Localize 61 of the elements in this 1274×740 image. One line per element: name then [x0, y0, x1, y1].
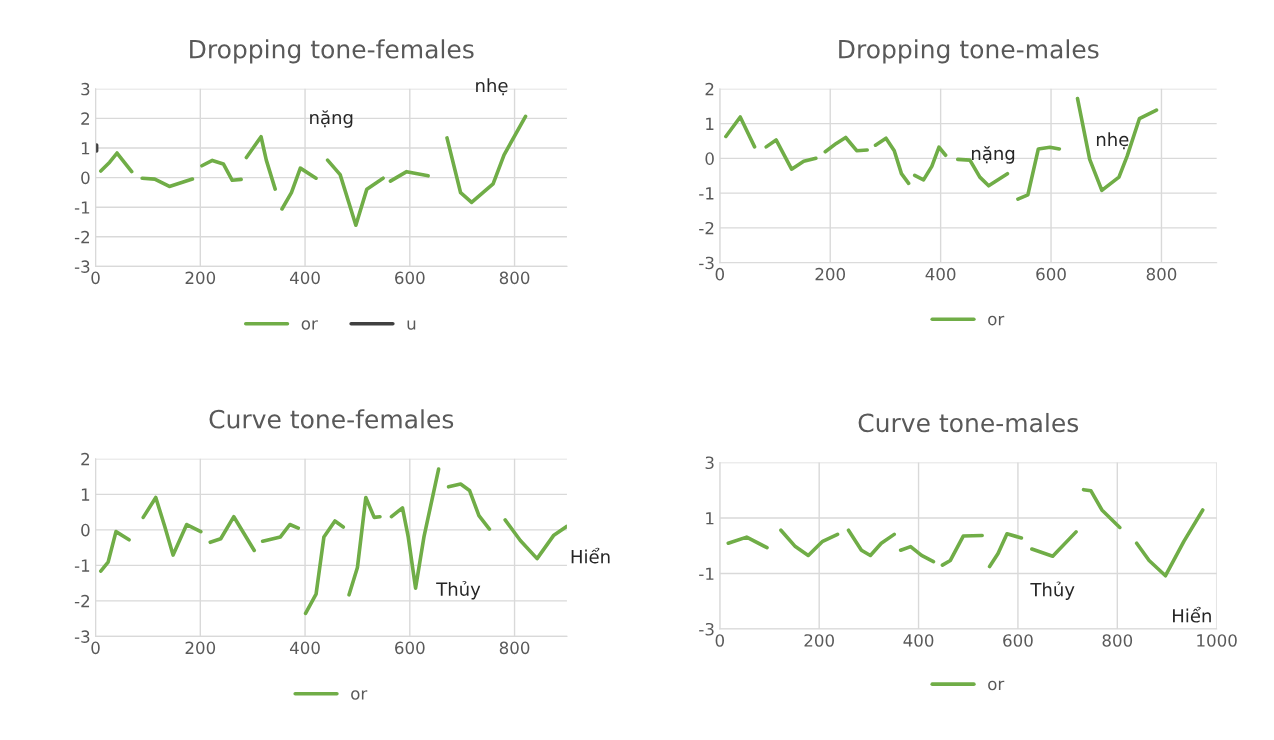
y-tick-label: 1 — [81, 142, 90, 155]
chart-title: Curve tone-females — [209, 409, 454, 429]
text: Hiển — [571, 547, 610, 564]
y-tick-label: -1 — [74, 201, 90, 214]
x-tick-label: 1000 — [1197, 634, 1237, 647]
x-tick-label: 0 — [715, 634, 725, 647]
x-tick-label: 800 — [499, 641, 530, 655]
x-tick-label: 600 — [395, 271, 425, 285]
y-tick-label: -2 — [74, 230, 90, 244]
annotation: nhẹ — [1096, 132, 1129, 150]
y-tick-label: -2 — [74, 594, 90, 608]
y-tick-label: 3 — [705, 456, 714, 470]
y-tick-label: -3 — [74, 630, 90, 643]
annotation: Thủy — [1030, 581, 1075, 600]
y-tick-label: 0 — [705, 152, 714, 165]
y-tick-label: -3 — [699, 622, 714, 636]
chart-title: Curve tone-males — [858, 412, 1079, 433]
annotation: nặng — [972, 146, 1015, 164]
x-tick-label: 800 — [1102, 634, 1133, 647]
x-tick-label: 400 — [289, 641, 320, 655]
legend-label: u — [407, 320, 416, 330]
x-tick-label: 0 — [715, 267, 725, 281]
x-tick-label: 600 — [1036, 267, 1066, 281]
y-tick-label: 2 — [81, 112, 90, 125]
legend-label: or — [301, 320, 318, 330]
x-tick-label: 400 — [925, 267, 956, 281]
y-tick-label: 3 — [81, 82, 90, 96]
legend-label: or — [351, 690, 368, 700]
x-tick-label: 800 — [499, 271, 530, 285]
x-tick-label: 200 — [815, 267, 846, 281]
legend-label: or — [988, 315, 1005, 326]
x-tick-label: 200 — [804, 634, 834, 647]
x-tick-label: 800 — [1146, 267, 1177, 281]
y-tick-label: -2 — [699, 221, 714, 235]
annotation: Thủy — [436, 581, 481, 600]
x-tick-label: 400 — [903, 634, 934, 647]
x-tick-label: 0 — [91, 641, 100, 655]
y-tick-label: 0 — [81, 171, 90, 185]
annotation: Hiển — [1173, 606, 1211, 623]
x-tick-label: 200 — [185, 641, 216, 655]
x-tick-label: 400 — [289, 271, 320, 285]
y-tick-label: -3 — [699, 256, 714, 270]
y-tick-label: -1 — [699, 567, 714, 580]
y-tick-label: -3 — [74, 260, 90, 273]
y-tick-label: 1 — [706, 117, 714, 130]
x-tick-label: 600 — [1003, 634, 1033, 647]
chart-title: Dropping tone-females — [190, 39, 474, 64]
x-tick-label: 600 — [395, 641, 425, 655]
x-tick-label: 0 — [91, 271, 100, 285]
annotation: nhẹ — [476, 78, 508, 96]
y-tick-label: 1 — [706, 512, 714, 525]
y-tick-label: 2 — [81, 452, 90, 466]
y-tick-label: -1 — [699, 187, 714, 200]
y-tick-label: 0 — [81, 523, 90, 537]
legend-label: or — [988, 680, 1005, 691]
annotation: nặng — [310, 110, 353, 128]
x-tick-label: 200 — [185, 271, 216, 285]
chart-title: Dropping tone-males — [839, 39, 1099, 64]
y-tick-label: 1 — [81, 488, 90, 501]
y-tick-label: -1 — [74, 559, 90, 572]
y-tick-label: 2 — [705, 82, 714, 96]
